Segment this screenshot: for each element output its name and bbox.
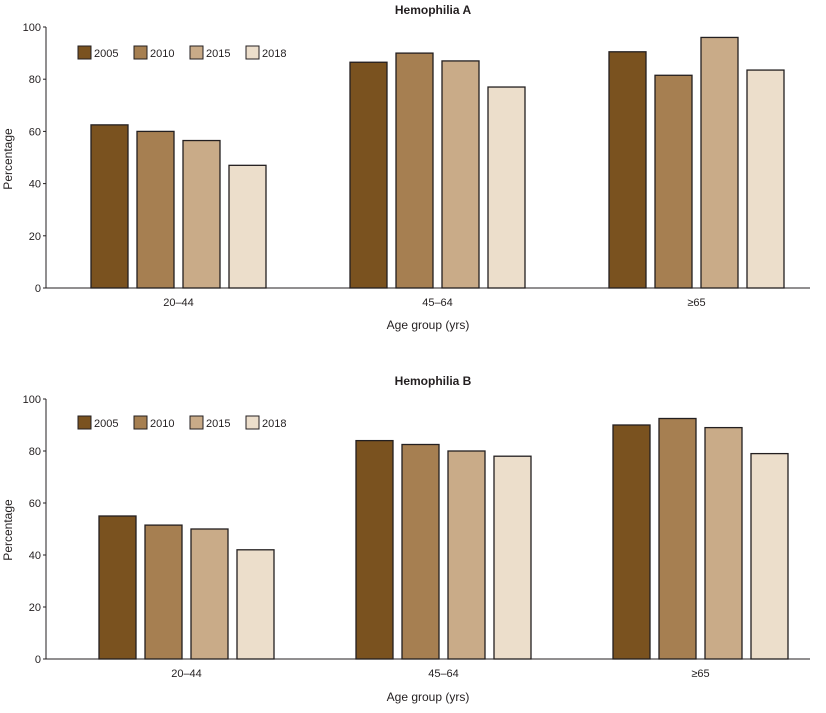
legend-label-2005: 2005 bbox=[94, 418, 118, 430]
bar-2005-2 bbox=[355, 439, 394, 660]
x-tick-label: 45–64 bbox=[422, 297, 453, 309]
legend-swatch-2018 bbox=[245, 45, 260, 60]
legend-label-2005: 2005 bbox=[94, 48, 118, 60]
y-tick-label: 20 bbox=[29, 602, 41, 614]
y-tick-label: 20 bbox=[29, 231, 41, 243]
chart-title: Hemophilia B bbox=[395, 374, 472, 388]
legend-swatch-2015 bbox=[189, 415, 204, 430]
legend-label-2010: 2010 bbox=[150, 418, 174, 430]
bar-2015-2 bbox=[447, 450, 486, 660]
bar-2015-1 bbox=[182, 139, 221, 289]
bar-2005-3 bbox=[608, 51, 647, 289]
bar-2018-1 bbox=[236, 549, 275, 660]
panel-hemophilia-a: Hemophilia A Percentage Age group (yrs) … bbox=[1, 3, 810, 332]
y-axis-label: Percentage bbox=[1, 128, 15, 190]
y-axis-label: Percentage bbox=[1, 499, 15, 561]
bar-2010-3 bbox=[654, 74, 693, 289]
x-tick-label: 20–44 bbox=[163, 297, 194, 309]
bar-2010-2 bbox=[395, 52, 434, 289]
bar-2015-2 bbox=[441, 60, 480, 289]
legend-swatch-2010 bbox=[133, 45, 148, 60]
y-tick-label: 60 bbox=[29, 126, 41, 138]
y-tick-label: 40 bbox=[29, 550, 41, 562]
bar-2015-1 bbox=[190, 528, 229, 660]
bar-2018-3 bbox=[750, 452, 789, 660]
legend-swatch-2005 bbox=[77, 415, 92, 430]
legend-label-2010: 2010 bbox=[150, 48, 174, 60]
legend-swatch-2010 bbox=[133, 415, 148, 430]
legend-label-2018: 2018 bbox=[262, 48, 286, 60]
legend-swatch-2018 bbox=[245, 415, 260, 430]
legend-swatch-2005 bbox=[77, 45, 92, 60]
legend-label-2015: 2015 bbox=[206, 418, 230, 430]
bar-2005-1 bbox=[98, 515, 137, 660]
y-tick-label: 60 bbox=[29, 498, 41, 510]
y-tick-label: 0 bbox=[35, 283, 41, 295]
bar-2015-3 bbox=[704, 426, 743, 660]
bar-2005-2 bbox=[349, 61, 388, 289]
y-tick-label: 0 bbox=[35, 654, 41, 666]
x-axis-label: Age group (yrs) bbox=[387, 318, 470, 332]
y-tick-label: 40 bbox=[29, 179, 41, 191]
x-tick-label: ≥65 bbox=[691, 668, 709, 680]
y-tick-label: 80 bbox=[29, 74, 41, 86]
legend-swatch-2015 bbox=[189, 45, 204, 60]
bar-2018-1 bbox=[228, 164, 267, 289]
x-tick-label: ≥65 bbox=[687, 297, 705, 309]
bar-2005-3 bbox=[612, 424, 651, 660]
x-tick-label: 45–64 bbox=[428, 668, 459, 680]
y-tick-label: 100 bbox=[23, 22, 41, 34]
panel-hemophilia-b: Hemophilia B Percentage Age group (yrs) … bbox=[1, 374, 810, 704]
bar-2018-2 bbox=[493, 455, 532, 660]
legend-label-2015: 2015 bbox=[206, 48, 230, 60]
bar-2010-1 bbox=[144, 524, 183, 660]
bar-2018-3 bbox=[746, 69, 785, 289]
bar-2015-3 bbox=[700, 36, 739, 289]
legend-label-2018: 2018 bbox=[262, 418, 286, 430]
x-axis-label: Age group (yrs) bbox=[387, 690, 470, 704]
bar-2010-2 bbox=[401, 443, 440, 660]
bar-2005-1 bbox=[90, 124, 129, 289]
chart-title: Hemophilia A bbox=[395, 3, 472, 17]
y-tick-label: 100 bbox=[23, 394, 41, 406]
y-tick-label: 80 bbox=[29, 446, 41, 458]
x-tick-label: 20–44 bbox=[171, 668, 202, 680]
bar-2010-1 bbox=[136, 130, 175, 289]
bar-2010-3 bbox=[658, 417, 697, 660]
bar-2018-2 bbox=[487, 86, 526, 289]
